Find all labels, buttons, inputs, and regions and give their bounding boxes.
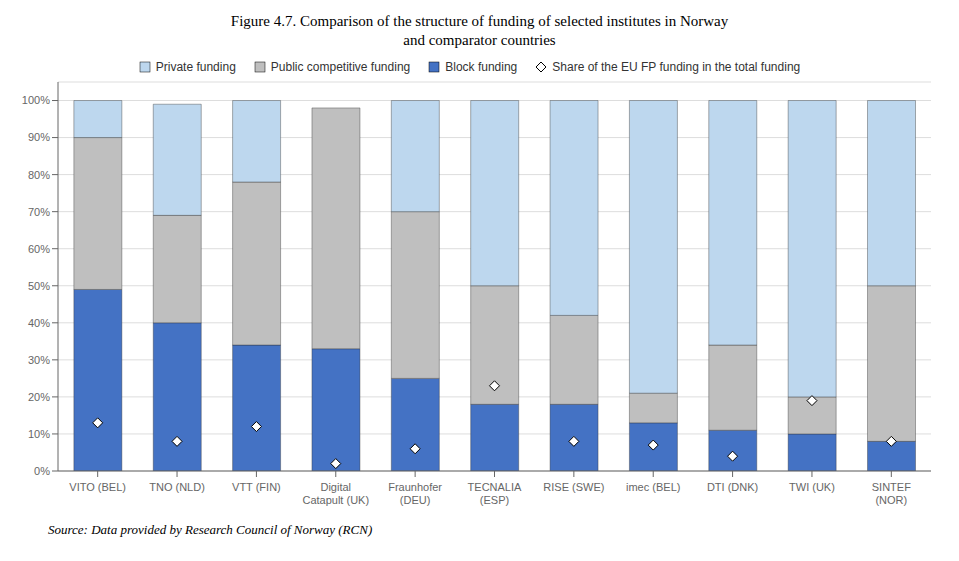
svg-text:imec (BEL): imec (BEL) <box>626 481 680 493</box>
svg-text:30%: 30% <box>28 354 50 366</box>
html-text:Block funding: Block funding <box>445 60 518 74</box>
svg-text:90%: 90% <box>28 131 50 143</box>
svg-text:SINTEF(NOR): SINTEF(NOR) <box>872 481 911 506</box>
svg-text:0%: 0% <box>34 465 50 477</box>
svg-text:DTI (DNK): DTI (DNK) <box>707 481 758 493</box>
html-text:Public competitive funding: Public competitive funding <box>270 60 411 74</box>
svg-text:50%: 50% <box>28 280 50 292</box>
svg-text:TECNALIA(ESP): TECNALIA(ESP) <box>468 481 522 506</box>
html-text:Share of the EU FP funding in: Share of the EU FP funding in the total … <box>552 60 801 74</box>
html-text:Figure 4.7. Comparison of the: Figure 4.7. Comparison of the structure … <box>230 13 729 29</box>
svg-text:VITO (BEL): VITO (BEL) <box>69 481 126 493</box>
svg-text:RISE (SWE): RISE (SWE) <box>543 481 604 493</box>
svg-text:VTT (FIN): VTT (FIN) <box>232 481 281 493</box>
svg-text:70%: 70% <box>28 206 50 218</box>
html-text:and comparator countries: and comparator countries <box>403 32 556 48</box>
svg-text:100%: 100% <box>22 94 50 106</box>
svg-text:Fraunhofer(DEU): Fraunhofer(DEU) <box>388 481 442 506</box>
html-text:Source: Data provided by Resea: Source: Data provided by Research Counci… <box>48 522 373 537</box>
svg-text:40%: 40% <box>28 317 50 329</box>
svg-text:10%: 10% <box>28 428 50 440</box>
svg-text:60%: 60% <box>28 243 50 255</box>
svg-text:DigitalCatapult (UK): DigitalCatapult (UK) <box>302 481 369 506</box>
html-text:Private funding: Private funding <box>155 60 236 74</box>
svg-text:20%: 20% <box>28 391 50 403</box>
svg-text:TWI (UK): TWI (UK) <box>789 481 835 493</box>
svg-text:TNO (NLD): TNO (NLD) <box>149 481 205 493</box>
svg-text:80%: 80% <box>28 169 50 181</box>
